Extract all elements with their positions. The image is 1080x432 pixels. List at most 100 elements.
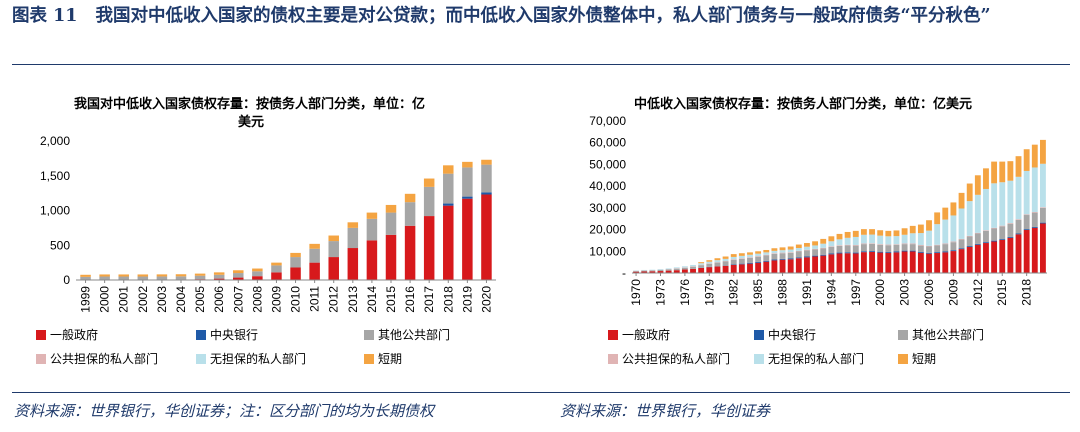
bar-segment (722, 261, 729, 266)
bar-segment (714, 258, 721, 261)
bar-segment (844, 252, 851, 254)
bar-segment (950, 250, 957, 252)
bar-segment (347, 248, 359, 280)
bar-segment (347, 222, 359, 228)
legend-item: 其他公共部门 (898, 326, 984, 343)
bar-segment (118, 274, 129, 277)
x-tick-label: 1970 (629, 279, 643, 306)
bottom-rule (12, 392, 1070, 393)
bar-segment (271, 272, 282, 280)
bar-segment (1007, 180, 1014, 224)
bar-segment (763, 255, 770, 261)
bar-segment (991, 228, 998, 241)
legend-item: 无担保的私人部门 (754, 350, 864, 367)
bar-segment (443, 165, 454, 174)
bar-segment (633, 271, 639, 272)
bar-segment (999, 239, 1006, 240)
bar-segment (926, 252, 932, 254)
bar-segment (194, 273, 206, 276)
legend-swatch (754, 329, 764, 340)
bar-segment (893, 252, 900, 273)
x-tick-label: 2009 (269, 286, 283, 313)
bar-segment (665, 270, 672, 273)
bar-segment (404, 202, 416, 226)
bar-segment (950, 241, 957, 243)
x-tick-label: 2007 (231, 286, 245, 313)
bar-segment (99, 276, 110, 280)
legend-item: 公共担保的私人部门 (36, 350, 158, 367)
bar-segment (836, 245, 843, 246)
bar-segment (991, 241, 998, 273)
bar-segment (942, 243, 949, 245)
legend-label: 无担保的私人部门 (768, 352, 865, 366)
bar-segment (779, 252, 786, 254)
figure-title-text: 我国对中低收入国家的债权主要是对公贷款；而中低收入国家外债整体中，私人部门债务与… (95, 6, 991, 26)
bar-segment (893, 251, 900, 253)
bar-segment (641, 270, 648, 272)
bar-segment (958, 239, 965, 249)
bar-segment (942, 207, 949, 220)
bar-segment (974, 175, 981, 195)
bar-segment (966, 201, 973, 236)
legend-label: 中央银行 (210, 328, 259, 342)
source-note-left: 资料来源：世界银行，华创证券；注：区分部门的均为长期债权 (14, 402, 435, 420)
x-tick-label: 2001 (117, 286, 131, 313)
y-tick-label: - (622, 266, 626, 280)
x-tick-label: 1997 (849, 279, 863, 306)
bar-segment (194, 275, 206, 280)
bar-segment (673, 270, 680, 273)
bar-segment (730, 254, 737, 257)
legend-item: 一般政府 (608, 326, 670, 343)
figure-title: 图表 11 我国对中低收入国家的债权主要是对公贷款；而中低收入国家外债整体中，私人… (12, 4, 1068, 29)
bar-segment (328, 241, 339, 258)
bar-segment (893, 244, 900, 252)
bar-segment (706, 267, 713, 273)
bar-segment (812, 241, 819, 246)
bar-segment (966, 236, 973, 247)
bar-segment (852, 245, 859, 253)
bar-segment (909, 251, 916, 273)
bar-segment (836, 239, 843, 246)
x-tick-label: 1988 (776, 279, 790, 306)
bar-segment (137, 276, 149, 280)
bar-segment (787, 249, 794, 253)
bar-segment (657, 269, 664, 270)
x-tick-label: 2017 (422, 286, 436, 313)
bar-segment (983, 242, 989, 244)
bar-segment (983, 168, 989, 189)
right-chart-title: 中低收入国家债权存量：按债务人部门分类，单位：亿美元 (634, 97, 973, 112)
bar-segment (836, 253, 843, 273)
bar-segment (885, 236, 892, 245)
left-chart-title-line-2: 美元 (238, 115, 265, 130)
bar-segment (233, 273, 244, 278)
bar-segment (974, 244, 981, 273)
bar-segment (958, 238, 965, 240)
bar-segment (738, 258, 745, 264)
bar-segment (657, 269, 664, 272)
bar-segment (974, 194, 981, 233)
bar-segment (860, 244, 867, 252)
bar-segment (763, 249, 770, 253)
x-tick-label: 2003 (155, 286, 169, 313)
bar-segment (347, 227, 359, 249)
bar-segment (958, 192, 965, 209)
bar-segment (966, 183, 973, 202)
bar-segment (481, 159, 492, 165)
y-tick-label: 0 (63, 273, 70, 287)
bar-segment (730, 256, 737, 260)
bar-segment (934, 245, 941, 253)
bar-segment (698, 265, 705, 268)
bar-segment (820, 254, 827, 256)
bar-segment (901, 244, 908, 251)
bar-segment (1015, 233, 1022, 235)
legend-swatch (608, 329, 618, 340)
bar-segment (698, 262, 705, 264)
bar-segment (233, 270, 244, 274)
x-tick-label: 2016 (403, 286, 417, 313)
bar-segment (271, 265, 282, 273)
bar-segment (812, 256, 819, 273)
bar-segment (787, 252, 794, 253)
bar-segment (747, 257, 753, 258)
x-tick-label: 2008 (250, 286, 264, 313)
bar-segment (462, 198, 473, 280)
